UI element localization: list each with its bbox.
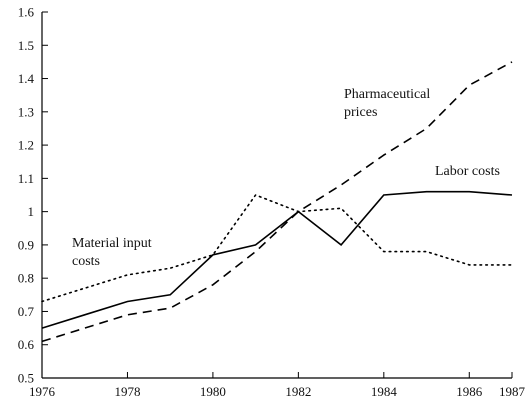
series-line-pharmaceutical-prices (41, 61, 513, 343)
x-tick-label: 1982 (285, 384, 311, 399)
x-tick-label: 1976 (29, 384, 56, 399)
y-tick-label: 1 (28, 204, 35, 219)
series-line-material-input-costs (41, 194, 513, 303)
series-group (41, 61, 513, 343)
y-tick-label: 1.1 (18, 171, 34, 186)
x-tick-label: 1978 (114, 384, 140, 399)
series-line-labor-costs (41, 190, 513, 329)
x-tick-label: 1984 (371, 384, 398, 399)
annotation-labor-costs: Labor costs (435, 164, 500, 179)
y-tick-label: 1.3 (18, 104, 34, 119)
y-tick-label: 1.2 (18, 138, 34, 153)
annotation-material-input-costs: Material input (72, 236, 152, 251)
x-tick-label: 1987 (499, 384, 526, 399)
x-tick-label: 1986 (456, 384, 483, 399)
y-tick-label: 0.5 (18, 371, 34, 386)
annotation-pharmaceutical-prices: Pharmaceutical (344, 87, 430, 102)
y-tick-label: 0.9 (18, 237, 34, 252)
annotation-pharmaceutical-prices: prices (344, 105, 377, 120)
y-tick-label: 0.8 (18, 271, 34, 286)
y-tick-label: 1.4 (18, 71, 35, 86)
y-tick-label: 1.5 (18, 38, 34, 53)
y-tick-label: 0.7 (18, 304, 35, 319)
x-tick-label: 1980 (200, 384, 226, 399)
axes: 0.5 0.6 0.7 0.8 0.9 1 1.1 1.2 1.3 1.4 1.5 1.6 1976 19… (18, 5, 526, 400)
y-tick-label: 1.6 (18, 5, 35, 20)
annotations-group: Pharmaceutical prices Labor costs Material … (72, 87, 500, 269)
y-tick-label: 0.6 (18, 337, 35, 352)
annotation-material-input-costs: costs (72, 254, 100, 269)
